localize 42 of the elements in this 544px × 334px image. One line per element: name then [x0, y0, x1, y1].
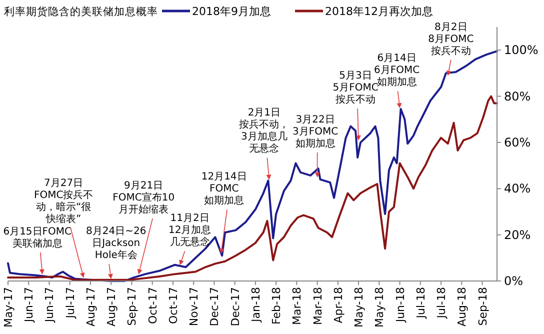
y-tick-label: 100%: [504, 43, 538, 58]
x-tick-label: May-17: [2, 287, 15, 328]
x-tick-label: Nov-17: [188, 287, 201, 326]
legend-label: 2018年9月加息: [192, 5, 271, 18]
annotation: 8月2日8月FOMC按兵不动: [428, 22, 474, 57]
x-tick-label: Sep-18: [476, 287, 490, 326]
x-tick-label: Mar-18: [311, 287, 324, 326]
x-tick-label: Oct-17: [146, 287, 160, 324]
y-tick-label: 80%: [504, 89, 531, 104]
x-tick-label: May-18: [373, 287, 386, 328]
y-tick-label: 60%: [504, 135, 531, 150]
annotation: 11月2日12月加息几无悬念: [168, 213, 212, 248]
x-tick-label: Aug-18: [456, 287, 469, 326]
x-tick-label: Jun-17: [22, 287, 36, 324]
x-tick-label: Apr-18: [332, 287, 345, 324]
x-tick-label: Mar-18: [290, 287, 304, 326]
x-tick-label: Aug-17: [105, 287, 118, 326]
annotation: 6月15日FOMC美联储加息: [3, 226, 72, 250]
x-tick-label: Feb-18: [270, 287, 284, 324]
x-tick-label: Jul-18: [435, 287, 448, 320]
x-tick-label: Aug-17: [84, 287, 98, 326]
x-tick-label: Dec-17: [228, 287, 242, 326]
annotation: 3月22日3月FOMC如期加息: [292, 114, 338, 150]
x-tick-label: Oct-17: [166, 287, 180, 324]
annotation: 12月14日FOMC如期加息: [201, 172, 247, 207]
legend-label: 2018年12月再次加息: [325, 5, 433, 18]
y-tick-label: 40%: [504, 182, 531, 196]
y-tick-label: 20%: [504, 228, 531, 242]
x-tick-label: Dec-17: [208, 287, 222, 326]
y-tick-label: 0%: [504, 274, 524, 288]
x-tick-label: Jun-17: [43, 287, 56, 324]
annotation: 2月1日按兵不动，3月加息几无悬念: [239, 108, 290, 155]
x-tick-label: Sep-17: [126, 287, 139, 326]
x-tick-label: Jun-18: [394, 287, 407, 324]
annotation: 8月24日~26日Jackson Hole年会: [86, 226, 146, 261]
x-tick-label: May-18: [352, 287, 366, 328]
x-tick-label: Jul-18: [414, 287, 428, 320]
x-tick-label: Jul-17: [64, 287, 77, 320]
annotation: 7月27日FOMC按兵不动，暗示“很快缩表”: [34, 178, 94, 225]
x-tick-label: Jan-18: [249, 287, 262, 323]
chart-title: 利率期货隐含的美联储加息概率: [4, 5, 158, 18]
annotation: 6月14日6月FOMC如期加息: [374, 53, 420, 88]
